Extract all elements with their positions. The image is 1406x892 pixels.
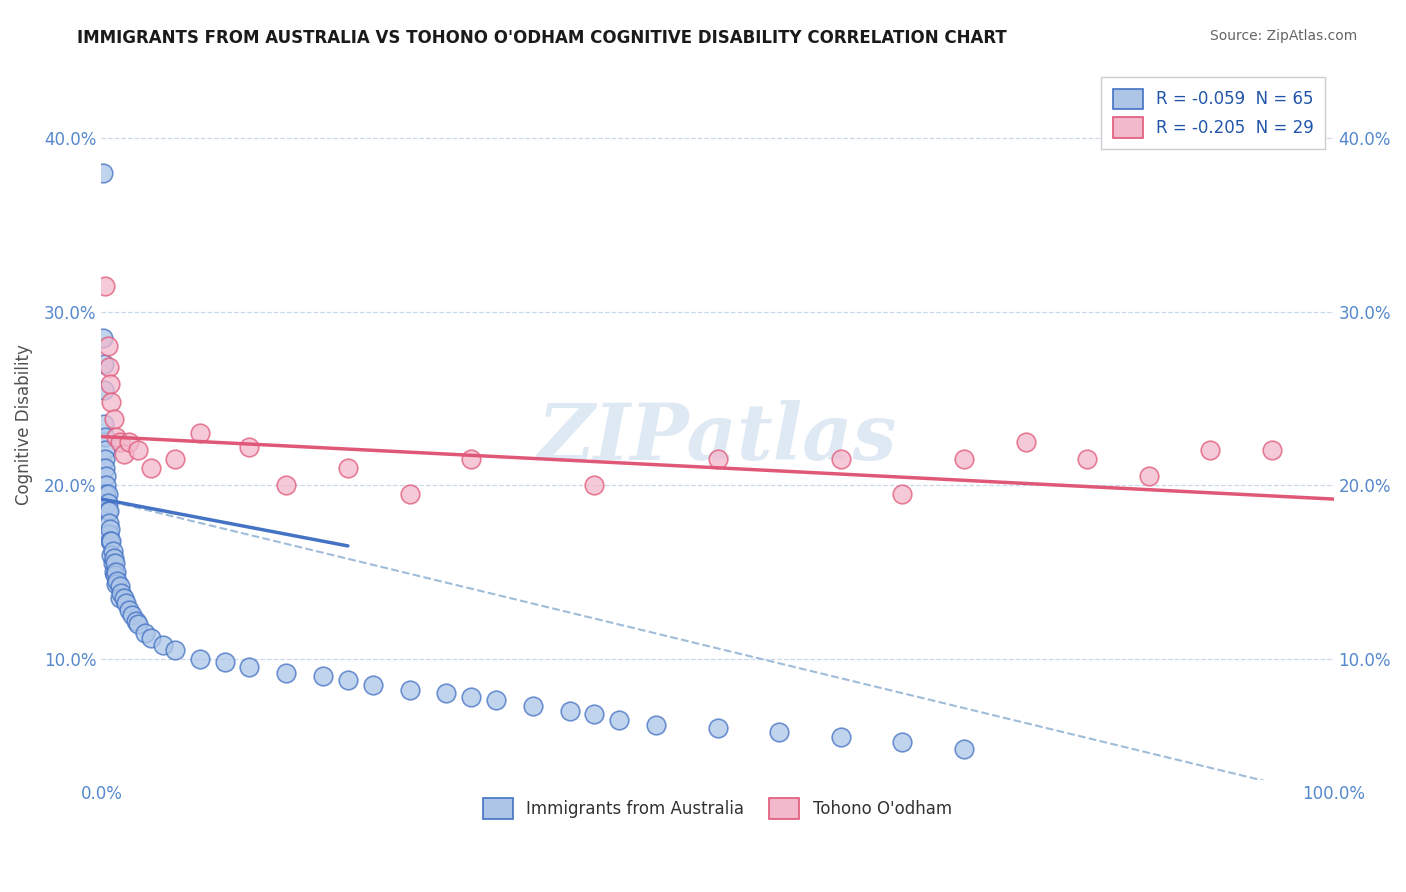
Point [94, 460, 117, 475]
Point [117, 434, 139, 449]
Point [110, 586, 132, 600]
Point [100, 394, 122, 409]
Point [214, 655, 236, 669]
Point [336, 460, 359, 475]
Point [558, 704, 581, 718]
Point [97, 504, 120, 518]
Point [830, 452, 852, 467]
Point [891, 487, 914, 501]
Point [96, 469, 118, 483]
Point [97, 526, 120, 541]
Point [103, 412, 125, 426]
Point [100, 533, 122, 548]
Point [583, 478, 606, 492]
Point [94, 443, 117, 458]
Point [1261, 443, 1284, 458]
Point [706, 452, 728, 467]
Point [238, 660, 260, 674]
Point [165, 643, 187, 657]
Point [112, 591, 135, 605]
Point [93, 383, 115, 397]
Point [98, 522, 121, 536]
Point [165, 452, 187, 467]
Point [188, 652, 211, 666]
Point [105, 429, 128, 443]
Text: Source: ZipAtlas.com: Source: ZipAtlas.com [1209, 29, 1357, 43]
Point [93, 417, 115, 432]
Point [103, 565, 125, 579]
Point [460, 690, 482, 704]
Legend: Immigrants from Australia, Tohono O'odham: Immigrants from Australia, Tohono O'odha… [477, 792, 959, 825]
Point [139, 460, 162, 475]
Point [105, 565, 128, 579]
Point [152, 638, 174, 652]
Point [101, 556, 124, 570]
Point [97, 495, 120, 509]
Point [104, 556, 127, 570]
Point [108, 579, 131, 593]
Point [127, 617, 149, 632]
Point [1199, 443, 1222, 458]
Point [238, 440, 260, 454]
Point [485, 693, 508, 707]
Point [121, 608, 143, 623]
Point [830, 730, 852, 744]
Point [97, 516, 120, 531]
Point [768, 724, 790, 739]
Point [94, 452, 117, 467]
Point [96, 487, 118, 501]
Point [1014, 434, 1036, 449]
Point [188, 426, 211, 441]
Point [953, 742, 976, 756]
Point [276, 665, 298, 680]
Point [104, 568, 127, 582]
Point [93, 357, 115, 371]
Point [312, 669, 335, 683]
Point [96, 478, 118, 492]
Point [103, 551, 125, 566]
Point [101, 544, 124, 558]
Point [336, 673, 359, 687]
Point [891, 735, 914, 749]
Point [398, 683, 420, 698]
Point [139, 631, 162, 645]
Point [127, 443, 149, 458]
Point [91, 166, 114, 180]
Point [1137, 469, 1160, 483]
Point [436, 686, 458, 700]
Point [607, 713, 630, 727]
Point [97, 504, 120, 518]
Point [706, 721, 728, 735]
Point [98, 377, 121, 392]
Point [125, 614, 148, 628]
Point [108, 434, 131, 449]
Point [94, 278, 117, 293]
Point [100, 548, 122, 562]
Point [583, 707, 606, 722]
Point [276, 478, 298, 492]
Point [91, 330, 114, 344]
Point [97, 360, 120, 375]
Point [134, 625, 156, 640]
Point [97, 487, 120, 501]
Point [117, 603, 139, 617]
Y-axis label: Cognitive Disability: Cognitive Disability [15, 344, 32, 505]
Text: ZIPatlas: ZIPatlas [538, 401, 897, 477]
Point [107, 574, 129, 588]
Point [108, 591, 131, 605]
Point [460, 452, 482, 467]
Point [1076, 452, 1098, 467]
Point [94, 429, 117, 443]
Point [645, 717, 668, 731]
Point [953, 452, 976, 467]
Point [361, 678, 384, 692]
Point [398, 487, 420, 501]
Point [98, 533, 121, 548]
Point [522, 698, 544, 713]
Point [97, 339, 120, 353]
Text: IMMIGRANTS FROM AUSTRALIA VS TOHONO O'ODHAM COGNITIVE DISABILITY CORRELATION CHA: IMMIGRANTS FROM AUSTRALIA VS TOHONO O'OD… [77, 29, 1007, 46]
Point [115, 596, 138, 610]
Point [112, 447, 135, 461]
Point [105, 577, 128, 591]
